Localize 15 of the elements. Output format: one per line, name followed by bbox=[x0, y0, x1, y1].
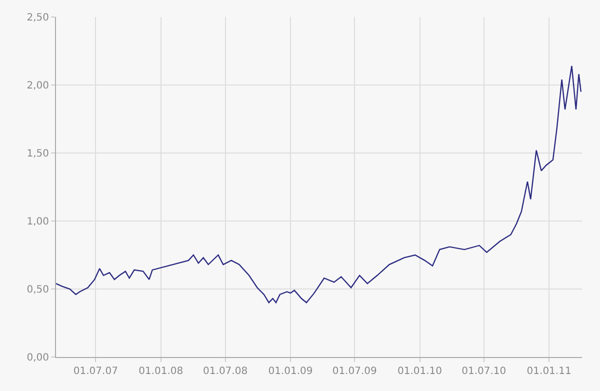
y-tick-label: 0,00 bbox=[26, 352, 49, 364]
line-series bbox=[56, 65, 582, 304]
x-tick-label: 01.01.10 bbox=[398, 366, 442, 377]
x-tick-label: 01.07.09 bbox=[332, 366, 377, 377]
x-tick-label: 01.01.08 bbox=[138, 366, 184, 377]
y-tick-label: 2,50 bbox=[26, 12, 49, 24]
x-tick-label: 01.01.09 bbox=[268, 366, 313, 377]
x-tick-label: 01.01.11 bbox=[526, 366, 572, 377]
y-tick-label: 0,50 bbox=[26, 284, 49, 296]
y-tick-label: 1,00 bbox=[26, 216, 49, 228]
x-tick-label: 01.07.10 bbox=[462, 366, 506, 377]
x-tick-label: 01.07.08 bbox=[203, 366, 248, 377]
y-tick-label: 2,00 bbox=[26, 80, 49, 92]
x-tick-label: 01.07.07 bbox=[73, 366, 118, 377]
y-tick-label: 1,50 bbox=[26, 148, 49, 160]
